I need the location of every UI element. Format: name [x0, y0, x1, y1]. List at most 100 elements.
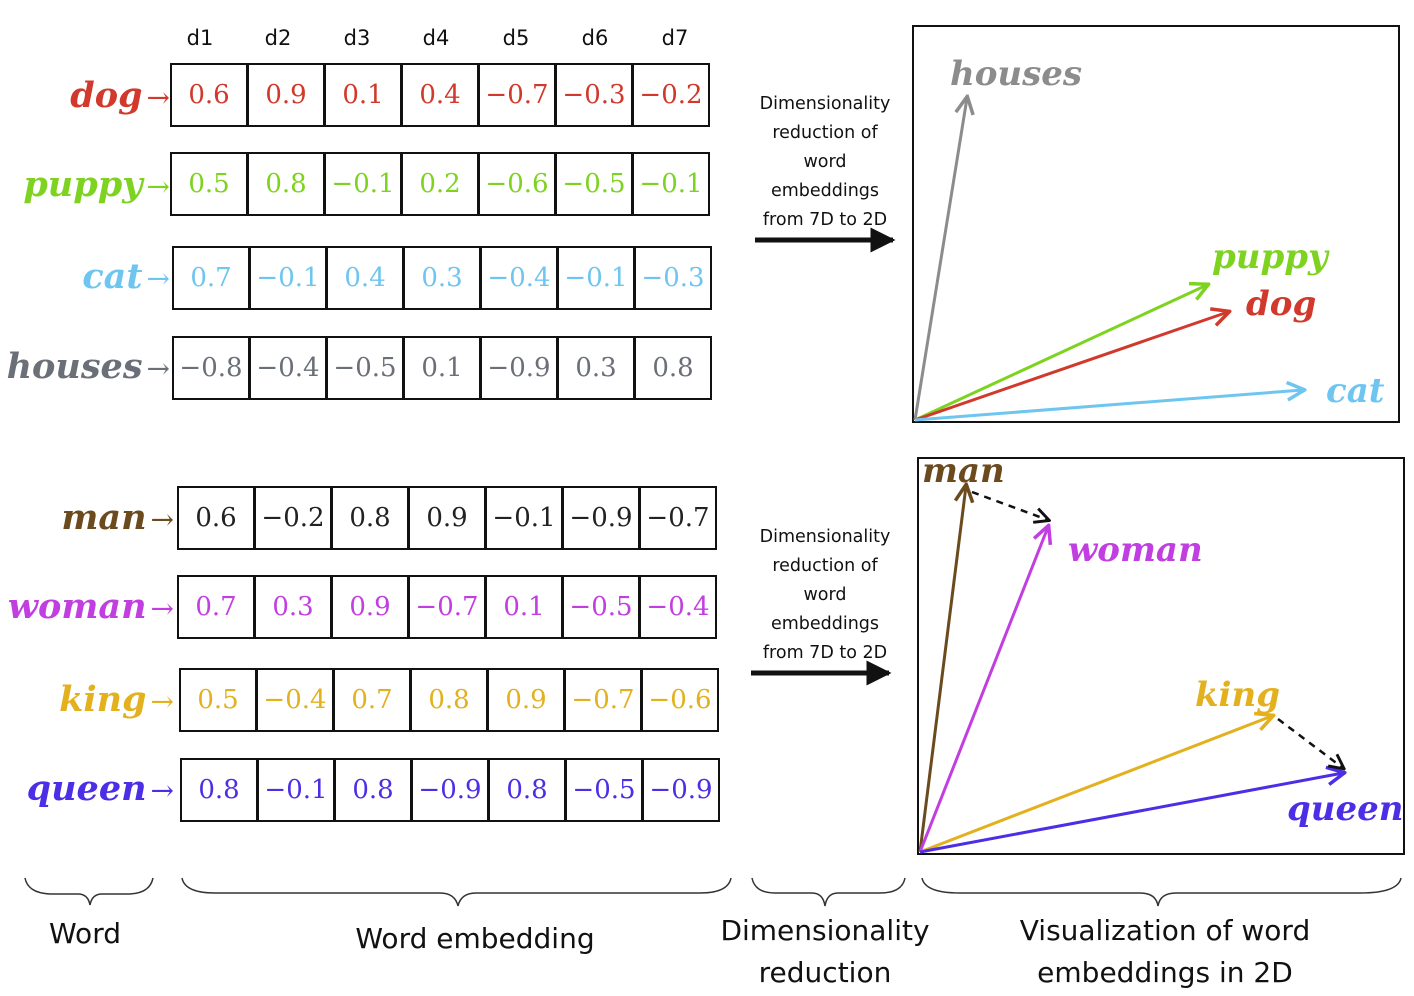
dashed-difference-arrow — [971, 490, 1048, 520]
vector-puppy — [914, 285, 1207, 422]
word-text: woman — [7, 586, 147, 627]
right-arrow-icon: → — [150, 774, 174, 807]
embedding-cell: −0.9 — [562, 486, 640, 550]
footer-word-label: Word — [49, 917, 121, 950]
word-text: dog — [70, 75, 143, 116]
vector-label-dog: dog — [1246, 284, 1316, 324]
dim-header-d1: d1 — [186, 26, 214, 50]
note-line: Dimensionality — [759, 94, 891, 114]
note-line: reduction of — [772, 123, 878, 143]
embedding-row: 0.5 −0.4 0.7 0.8 0.9 −0.7 −0.6 — [179, 668, 719, 732]
word-label: dog → — [0, 75, 170, 119]
embedding-cell: −0.4 — [249, 336, 327, 400]
embedding-row: 0.6 0.9 0.1 0.4 −0.7 −0.3 −0.2 — [170, 63, 710, 127]
footer-line: Dimensionality — [720, 914, 930, 947]
embedding-cell: 0.8 — [634, 336, 712, 400]
note-line: embeddings — [770, 614, 880, 634]
visualization-panel — [912, 25, 1400, 423]
word-text: king — [59, 679, 147, 720]
embedding-row: 0.7 −0.1 0.4 0.3 −0.4 −0.1 −0.3 — [172, 246, 712, 310]
embedding-cell: −0.3 — [634, 246, 712, 310]
embedding-cell: −0.1 — [557, 246, 635, 310]
brace-dimensionality-reduction — [751, 877, 906, 907]
vector-label-cat: cat — [1326, 371, 1385, 411]
note-line: reduction of — [772, 556, 878, 576]
embedding-cell: 0.1 — [403, 336, 481, 400]
reduction-note: Dimensionality reduction of word embeddi… — [740, 523, 910, 668]
dim-header-d2: d2 — [264, 26, 292, 50]
dim-header-d7: d7 — [661, 26, 689, 50]
dim-header-d6: d6 — [581, 26, 609, 50]
word-label: woman → — [4, 586, 174, 630]
word-text: cat — [82, 256, 143, 297]
vector-dog — [914, 312, 1228, 422]
embedding-cell: −0.4 — [639, 575, 717, 639]
footer-line: Visualization of word — [1019, 914, 1311, 947]
embedding-cell: 0.4 — [326, 246, 404, 310]
embedding-cell: −0.1 — [632, 152, 710, 216]
embedding-cell: 0.9 — [408, 486, 486, 550]
word-text: queen — [26, 768, 147, 809]
word-text: man — [61, 497, 147, 538]
vector-label-man: man — [922, 451, 1005, 491]
embedding-cell: 0.6 — [177, 486, 255, 550]
embedding-cell: 0.1 — [485, 575, 563, 639]
embedding-row: −0.8 −0.4 −0.5 0.1 −0.9 0.3 0.8 — [172, 336, 712, 400]
vector-man — [918, 486, 966, 853]
embedding-cell: −0.9 — [642, 758, 720, 822]
embedding-cell: −0.5 — [562, 575, 640, 639]
word-text: puppy — [23, 164, 143, 205]
note-line: Dimensionality — [759, 527, 891, 547]
footer-dimensionality-reduction-label: Dimensionality reduction — [705, 910, 945, 994]
right-arrow-icon: → — [146, 170, 170, 203]
embedding-cell: −0.8 — [172, 336, 250, 400]
word-label: puppy → — [0, 164, 170, 208]
vector-houses — [913, 98, 967, 421]
dashed-difference-arrow — [1277, 718, 1343, 768]
right-arrow-icon: → — [146, 81, 170, 114]
vector-label-king: king — [1195, 675, 1280, 715]
embedding-cell: −0.6 — [641, 668, 719, 732]
embedding-row: 0.7 0.3 0.9 −0.7 0.1 −0.5 −0.4 — [177, 575, 717, 639]
word-label: man → — [4, 497, 174, 541]
embedding-row: 0.6 −0.2 0.8 0.9 −0.1 −0.9 −0.7 — [177, 486, 717, 550]
vector-cat — [914, 390, 1303, 422]
note-line: embeddings — [770, 181, 880, 201]
word-text: houses — [6, 346, 143, 387]
note-line: word — [803, 152, 847, 172]
vector-label-houses: houses — [950, 54, 1082, 94]
footer-line: reduction — [758, 956, 892, 989]
right-arrow-icon: → — [150, 503, 174, 536]
embedding-cell: −0.6 — [478, 152, 556, 216]
dim-header-d3: d3 — [343, 26, 371, 50]
footer-word-embedding-label: Word embedding — [355, 922, 595, 955]
note-line: from 7D to 2D — [762, 210, 888, 230]
right-arrow-icon: → — [146, 352, 170, 385]
vector-king — [919, 716, 1272, 854]
brace-word — [24, 877, 154, 906]
embedding-cell: 0.8 — [331, 486, 409, 550]
note-line: word — [803, 585, 847, 605]
footer-visualization-label: Visualization of word embeddings in 2D — [990, 910, 1340, 994]
embedding-cell: 0.2 — [401, 152, 479, 216]
embedding-cell: −0.7 — [639, 486, 717, 550]
embedding-row: 0.5 0.8 −0.1 0.2 −0.6 −0.5 −0.1 — [170, 152, 710, 216]
brace-visualization — [921, 877, 1402, 907]
embedding-cell: −0.5 — [326, 336, 404, 400]
right-arrow-icon: → — [150, 592, 174, 625]
embedding-row: 0.8 −0.1 0.8 −0.9 0.8 −0.5 −0.9 — [180, 758, 720, 822]
footer-line: embeddings in 2D — [1037, 956, 1293, 989]
vector-woman — [918, 527, 1048, 853]
word-label: houses → — [0, 346, 170, 390]
embedding-cell: −0.7 — [478, 63, 556, 127]
vector-label-woman: woman — [1068, 530, 1203, 570]
vector-label-puppy: puppy — [1212, 237, 1330, 277]
right-arrow-icon: → — [150, 685, 174, 718]
embedding-cell: 0.7 — [177, 575, 255, 639]
embedding-cell: −0.2 — [632, 63, 710, 127]
right-arrow-icon: → — [146, 262, 170, 295]
dim-header-d5: d5 — [502, 26, 530, 50]
reduction-note: Dimensionality reduction of word embeddi… — [740, 90, 910, 235]
vector-queen — [919, 773, 1343, 854]
